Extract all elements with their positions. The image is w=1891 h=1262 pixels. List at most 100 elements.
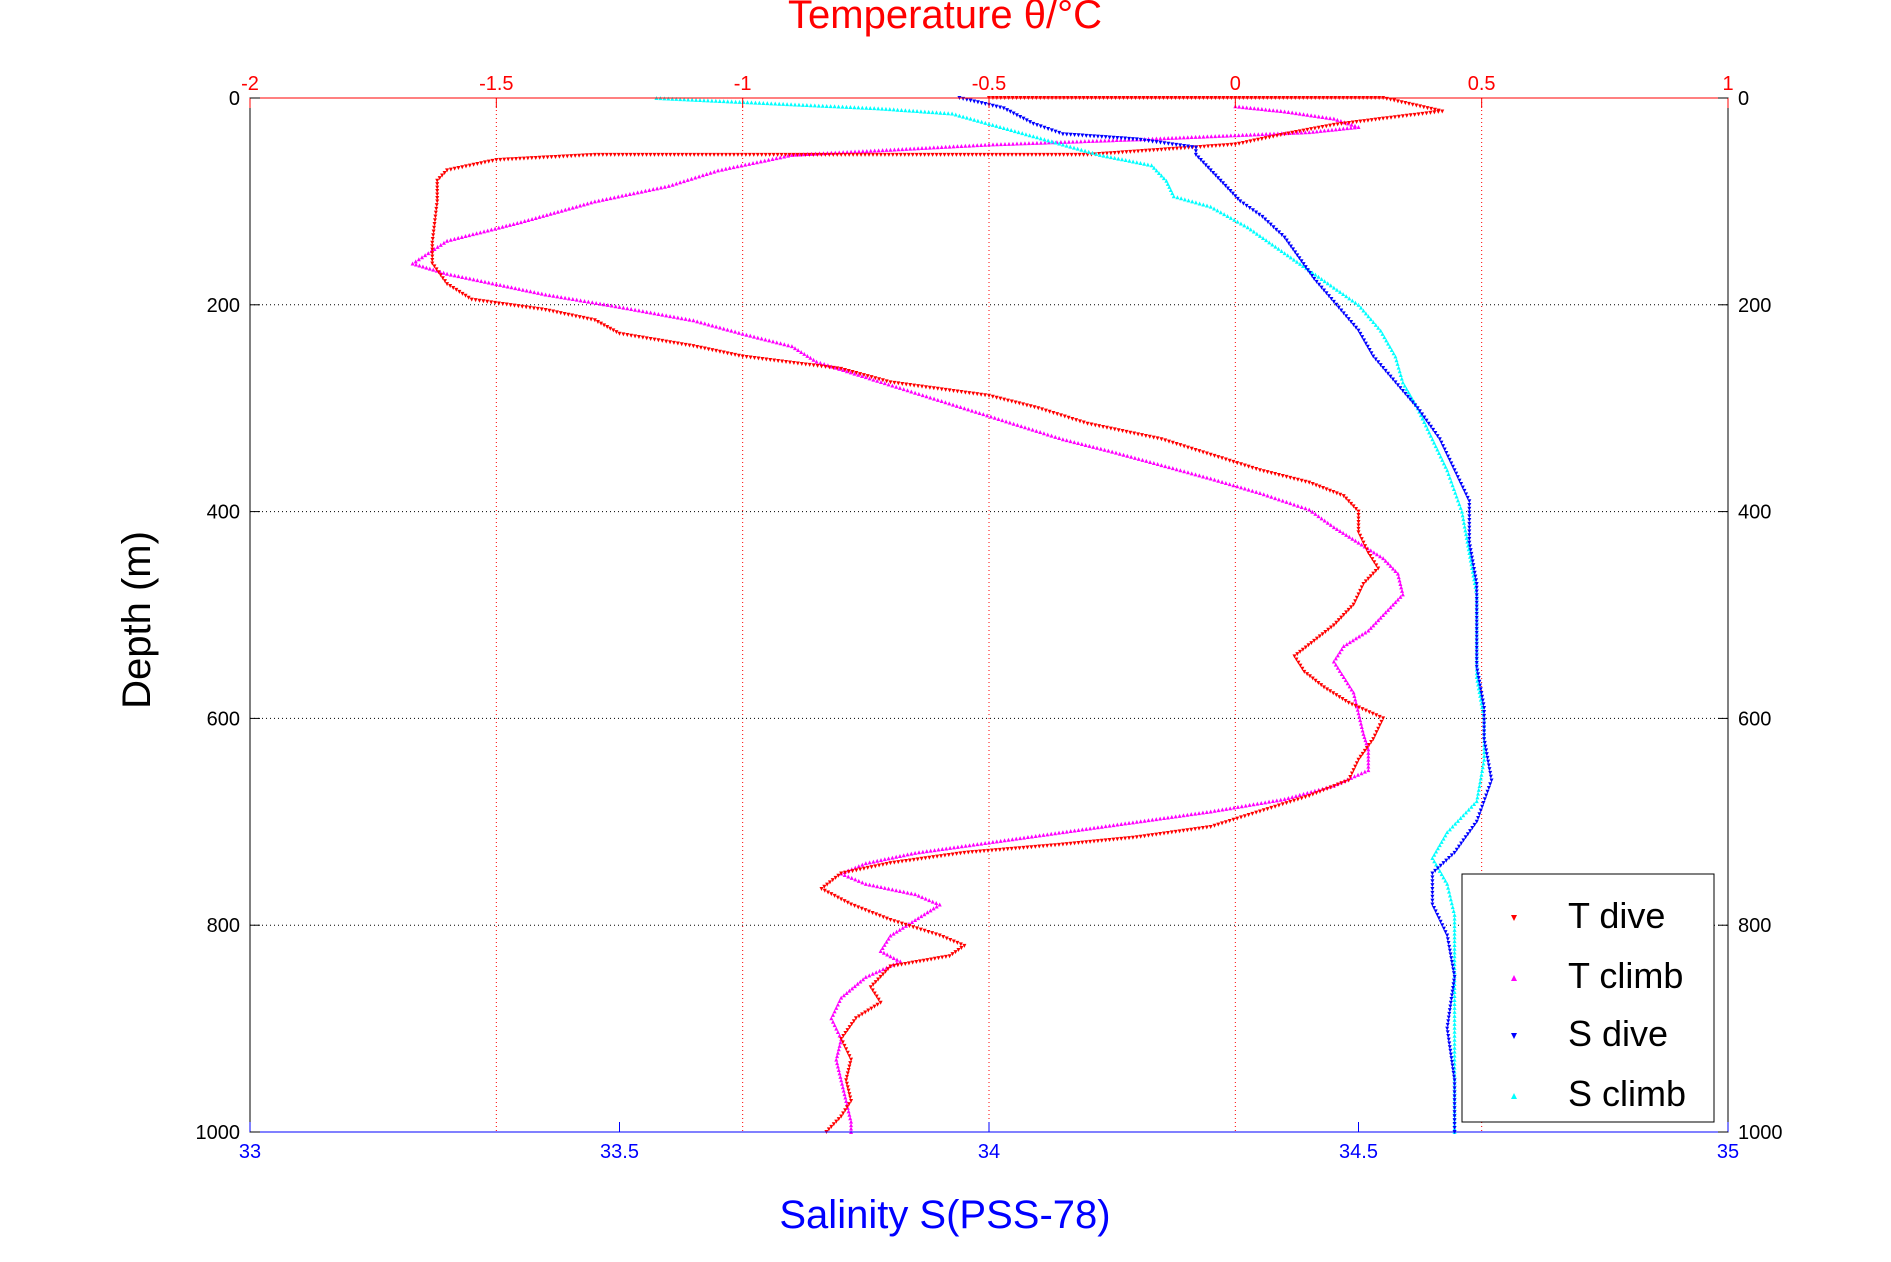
data-point <box>432 225 437 230</box>
data-point <box>1136 149 1141 154</box>
data-point <box>840 1085 845 1090</box>
data-point <box>1346 778 1351 783</box>
data-point <box>1448 1000 1453 1005</box>
data-point <box>1057 130 1062 135</box>
data-point <box>1336 305 1341 310</box>
data-point <box>922 928 927 933</box>
data-point <box>1368 625 1373 630</box>
data-point <box>907 858 912 863</box>
left-tick-label: 600 <box>207 708 240 730</box>
data-point <box>901 853 906 858</box>
data-point <box>1395 99 1400 104</box>
data-point <box>921 958 926 963</box>
data-point <box>1265 470 1270 475</box>
data-point <box>1010 837 1015 842</box>
data-point <box>1053 152 1058 157</box>
data-point <box>445 282 450 287</box>
legend-markers <box>1511 915 1517 1099</box>
data-point <box>767 152 772 157</box>
data-point <box>1331 691 1336 696</box>
data-point <box>1452 1086 1457 1091</box>
data-point <box>933 932 938 937</box>
data-point <box>940 847 945 852</box>
data-point <box>1037 844 1042 849</box>
data-point <box>892 380 897 385</box>
data-point <box>1235 816 1240 821</box>
data-point <box>486 280 491 285</box>
data-point <box>691 344 696 349</box>
data-point <box>1215 208 1220 213</box>
data-point <box>558 311 563 316</box>
data-point <box>435 192 440 197</box>
data-point <box>735 152 740 157</box>
data-point <box>1278 797 1283 802</box>
data-point <box>880 378 885 383</box>
data-point <box>1479 691 1484 696</box>
data-point <box>1103 838 1108 843</box>
data-point <box>1360 707 1365 712</box>
data-point <box>1276 473 1281 478</box>
data-point <box>1171 146 1176 151</box>
data-point <box>1314 279 1319 284</box>
data-point <box>501 283 506 288</box>
data-point <box>1328 522 1333 527</box>
data-point <box>969 408 974 413</box>
data-point <box>988 414 993 419</box>
data-point <box>1453 821 1458 826</box>
data-point <box>1443 464 1448 469</box>
data-point <box>1227 458 1232 463</box>
data-point <box>1200 826 1205 831</box>
data-point <box>1111 135 1116 140</box>
data-point <box>1208 824 1213 829</box>
data-point <box>975 118 980 123</box>
data-point <box>1463 532 1468 537</box>
data-point <box>457 289 462 294</box>
data-point <box>904 858 909 863</box>
data-point <box>966 850 971 855</box>
data-point <box>1307 674 1312 679</box>
data-point <box>1056 842 1061 847</box>
data-point <box>475 278 480 283</box>
data-point <box>1312 638 1317 643</box>
data-point <box>1313 511 1318 516</box>
data-point <box>547 308 552 313</box>
data-point <box>1263 217 1268 222</box>
data-point <box>682 97 687 102</box>
data-point <box>709 98 714 103</box>
data-point <box>1170 135 1175 140</box>
data-point <box>573 153 578 158</box>
data-point <box>970 850 975 855</box>
data-point <box>791 152 796 157</box>
data-point <box>1309 127 1314 132</box>
data-point <box>1049 139 1054 144</box>
data-point <box>1359 542 1364 547</box>
data-point <box>930 899 935 904</box>
data-point <box>828 104 833 109</box>
data-point <box>849 1057 854 1062</box>
data-point <box>1265 807 1270 812</box>
data-point <box>1111 837 1116 842</box>
data-point <box>1452 954 1457 959</box>
data-point <box>1212 477 1217 482</box>
data-point <box>433 214 438 219</box>
data-point <box>727 152 732 157</box>
data-point <box>1030 427 1035 432</box>
data-point <box>958 152 963 157</box>
left-tick-label: 200 <box>207 295 240 317</box>
data-point <box>1371 737 1376 742</box>
data-point <box>614 330 619 335</box>
data-point <box>1414 103 1419 108</box>
data-point <box>1284 499 1289 504</box>
data-point <box>982 152 987 157</box>
data-point <box>581 202 586 207</box>
data-point <box>833 875 838 880</box>
data-point <box>514 157 519 162</box>
data-point <box>1356 509 1361 514</box>
data-point <box>815 363 820 368</box>
data-point <box>1381 716 1386 721</box>
data-point <box>536 290 541 295</box>
data-point <box>1264 131 1269 136</box>
data-point <box>1331 490 1336 495</box>
data-point <box>1112 155 1117 160</box>
data-point <box>1445 933 1450 938</box>
